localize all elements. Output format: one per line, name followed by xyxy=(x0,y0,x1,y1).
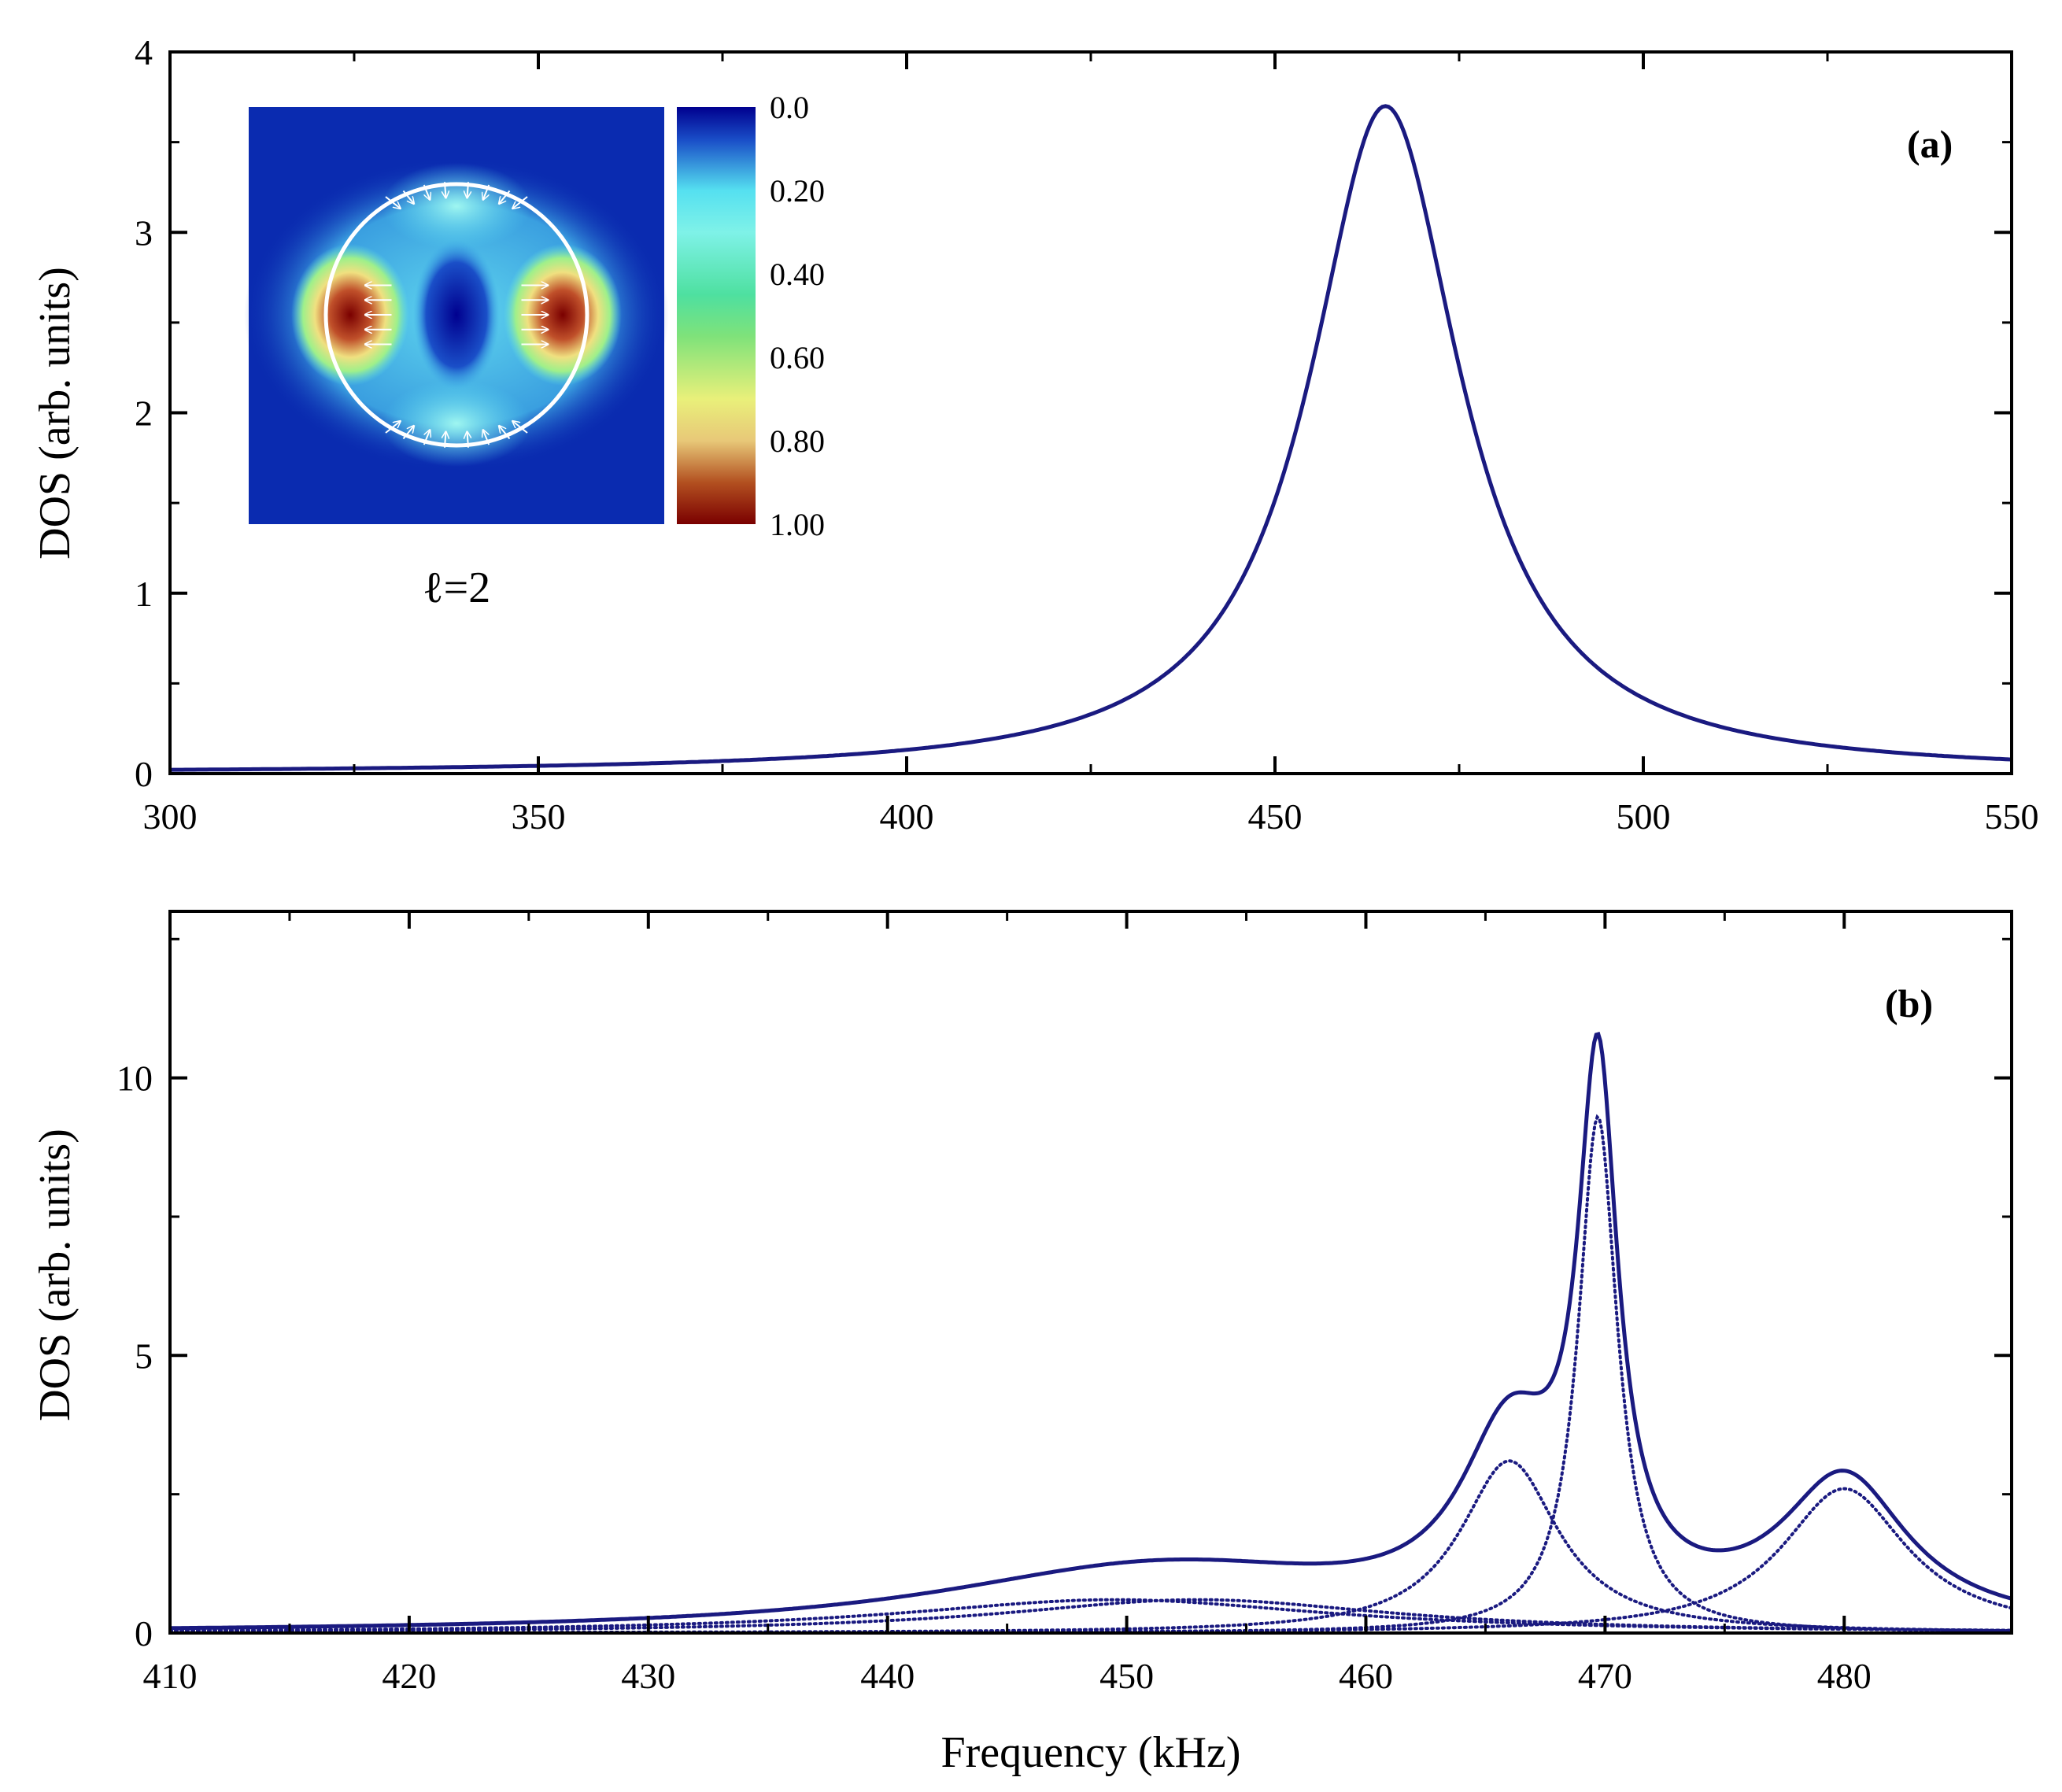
inset-field-arrow xyxy=(445,432,446,448)
inset-field-arrow xyxy=(445,182,446,198)
panel-a-ticks: 300 350 400 450 500 550 0 1 2 3 4 xyxy=(135,32,2039,837)
inset-field-arrow xyxy=(512,196,528,209)
panel-a-y-tick-label: 2 xyxy=(135,394,153,434)
colorbar-tick-label: 0.20 xyxy=(770,173,825,209)
panel-b-y-tick-label: 0 xyxy=(135,1613,153,1653)
panel-a-x-tick-label: 350 xyxy=(512,796,566,837)
inset-field-arrow xyxy=(402,426,415,440)
panel-a-y-tick-label: 3 xyxy=(135,212,153,253)
colorbar-tick-label: 1.00 xyxy=(770,507,825,542)
panel-a-x-tick-label: 300 xyxy=(143,796,198,837)
inset-boundary-circle xyxy=(323,182,589,448)
colorbar-tick-label: 0.60 xyxy=(770,340,825,375)
inset-bottom-lobe xyxy=(382,380,531,467)
inset-field-arrow xyxy=(423,184,431,200)
panel-b-x-tick-label: 430 xyxy=(621,1656,675,1696)
panel-a-x-tick-label: 500 xyxy=(1617,796,1671,837)
panel-a: 0.00.200.400.600.801.00 ℓ=2 300 350 400 450… xyxy=(31,32,2039,837)
inset-top-lobe xyxy=(382,163,531,249)
panel-b-y-axis-title: DOS (arb. units) xyxy=(31,1129,79,1421)
inset-field-arrow xyxy=(483,430,490,445)
panel-b-component-line xyxy=(168,1598,2013,1633)
inset-arrows xyxy=(365,182,549,448)
panel-b-x-tick-label: 460 xyxy=(1339,1656,1393,1696)
panel-b-y-tick-label: 10 xyxy=(116,1059,153,1099)
colorbar-labels: 0.0 0.20 0.40 0.60 0.80 1.00 xyxy=(770,90,825,542)
panel-b-x-axis-title: Frequency (kHz) xyxy=(941,1728,1241,1777)
panel-a-x-tick-label: 450 xyxy=(1248,796,1303,837)
inset-field-arrow xyxy=(512,421,528,434)
panel-b-total-dos-line xyxy=(170,1032,2012,1631)
inset-field-arrow xyxy=(402,190,415,205)
panel-a-y-tick-label: 1 xyxy=(135,574,153,614)
panel-a-y-tick-label: 0 xyxy=(135,754,153,794)
panel-a-dos-line xyxy=(169,104,2012,772)
inset-field-arrow xyxy=(499,190,511,205)
panel-b-y-tick-label: 5 xyxy=(135,1336,153,1376)
panel-a-x-tick-label: 550 xyxy=(1985,796,2039,837)
panel-b-component-line xyxy=(168,1114,2013,1635)
panel-b-tag: (b) xyxy=(1885,981,1933,1025)
panel-b-component-line xyxy=(168,1459,2013,1635)
panel-b-frame xyxy=(168,910,2013,1635)
panel-b-component-line xyxy=(168,1487,2013,1635)
panel-b-x-tick-label: 470 xyxy=(1578,1656,1632,1696)
panel-a-y-tick-label: 4 xyxy=(135,32,153,72)
inset-field-arrow xyxy=(467,182,469,198)
inset-right-hotspot xyxy=(504,244,622,386)
panel-b-x-tick-label: 410 xyxy=(143,1656,198,1696)
panel-b-x-tick-label: 440 xyxy=(860,1656,915,1696)
panel-a-x-tick-label: 400 xyxy=(880,796,934,837)
colorbar-tick-label: 0.40 xyxy=(770,257,825,292)
inset-field-arrow xyxy=(423,430,431,445)
inset-field-arrow xyxy=(499,426,511,440)
panel-b-component-lines xyxy=(168,1114,2013,1635)
inset-field-arrow xyxy=(467,432,469,448)
panel-a-inset: 0.0 0.20 0.40 0.60 0.80 1.00 ℓ=2 xyxy=(244,90,825,612)
inset-mode-label: ℓ=2 xyxy=(423,563,490,612)
colorbar-tick-label: 0.0 xyxy=(770,90,809,125)
panel-b-x-tick-label: 480 xyxy=(1817,1656,1872,1696)
inset-field-arrow xyxy=(385,421,401,434)
panel-b-ticks: 410 420 430 440 450 460 470 480 0 5 10 xyxy=(116,911,2012,1696)
panel-a-tag: (a) xyxy=(1907,122,1953,166)
panel-a-y-axis-title: DOS (arb. units) xyxy=(31,267,79,560)
panel-a-frame xyxy=(168,50,2013,775)
inset-field-arrow xyxy=(385,196,401,209)
panel-b: 410 420 430 440 450 460 470 480 0 5 10 (b) DOS (ar… xyxy=(31,910,2013,1777)
inset-field-arrow xyxy=(483,184,490,200)
panel-b-x-tick-label: 420 xyxy=(382,1656,436,1696)
inset-left-hotspot xyxy=(291,244,409,386)
colorbar-tick-label: 0.80 xyxy=(770,423,825,459)
panel-b-x-tick-label: 450 xyxy=(1099,1656,1154,1696)
colorbar xyxy=(677,107,756,524)
inset-dark-core xyxy=(413,240,500,390)
